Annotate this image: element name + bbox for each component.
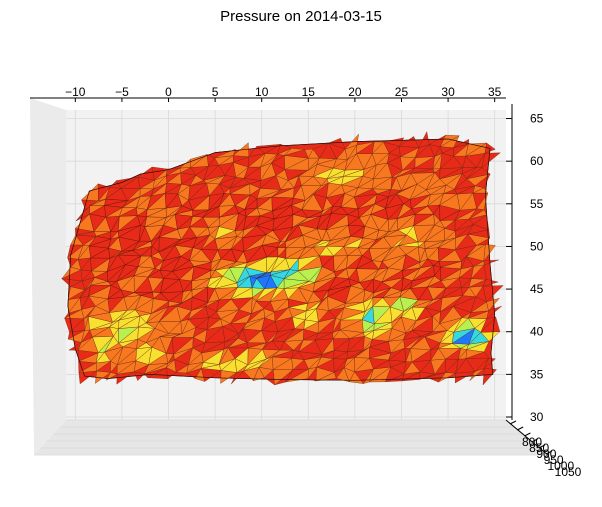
left-pane (30, 98, 66, 455)
x-tick-label: 5 (212, 85, 219, 99)
y-tick-label: 65 (530, 112, 544, 126)
x-tick-label: 25 (395, 85, 409, 99)
y-tick-label: 40 (530, 325, 544, 339)
y-tick-label: 45 (530, 282, 544, 296)
x-tick-label: 15 (302, 85, 316, 99)
x-tick-label: 30 (441, 85, 455, 99)
x-tick-label: 20 (348, 85, 362, 99)
floor-pane (34, 420, 548, 455)
y-tick-label: 55 (530, 197, 544, 211)
z-tick-label: 1050 (555, 465, 582, 479)
y-tick-label: 30 (530, 410, 544, 424)
x-tick-label: 35 (488, 85, 502, 99)
x-tick-label: 0 (165, 85, 172, 99)
x-tick-label: −10 (65, 85, 86, 99)
z-tick-mark (510, 421, 516, 424)
z-tick-mark (517, 427, 523, 430)
y-tick-label: 60 (530, 154, 544, 168)
y-tick-label: 35 (530, 367, 544, 381)
y-tick-label: 50 (530, 239, 544, 253)
x-tick-label: 10 (255, 85, 269, 99)
x-tick-label: −5 (115, 85, 129, 99)
